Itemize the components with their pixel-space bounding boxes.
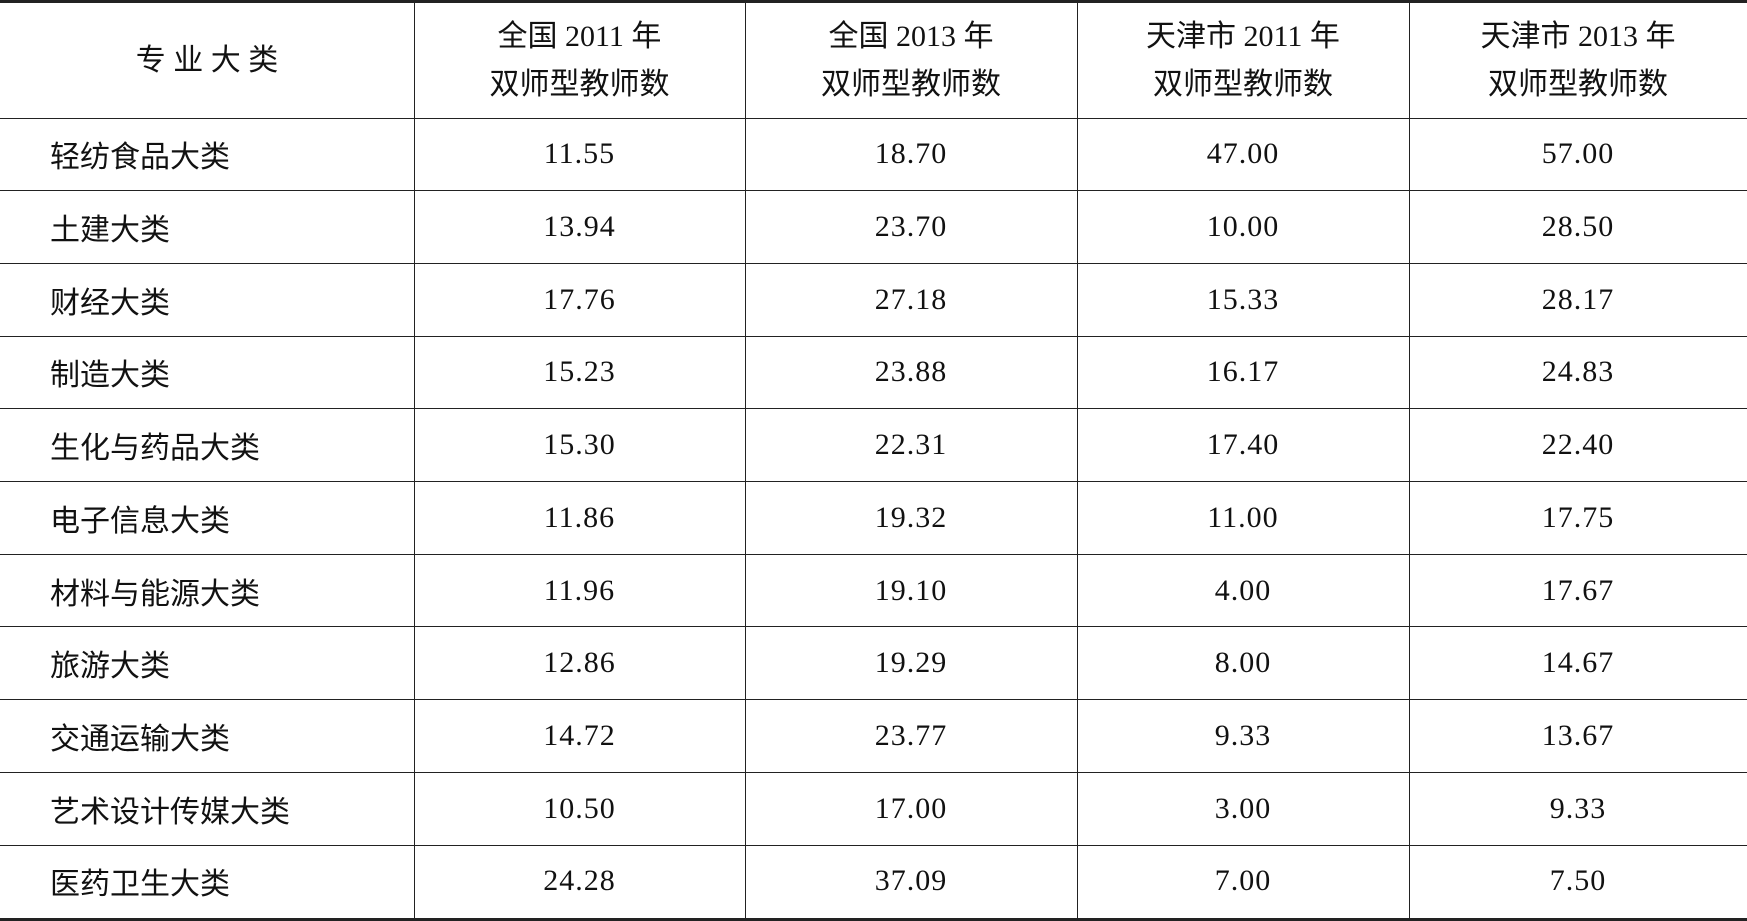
- value-cell: 22.40: [1541, 428, 1615, 462]
- value-cell: 11.86: [543, 500, 616, 534]
- row-rule: [0, 190, 1747, 192]
- row-label: 土建大类: [50, 214, 170, 248]
- value-cell: 9.33: [1214, 718, 1272, 752]
- value-cell: 17.40: [1206, 428, 1280, 462]
- value-cell: 3.00: [1214, 791, 1272, 825]
- value-cell: 17.00: [874, 791, 948, 825]
- row-label: 医药卫生大类: [50, 868, 230, 902]
- value-cell: 14.67: [1541, 646, 1615, 680]
- value-cell: 10.50: [543, 791, 616, 825]
- header-text: 天津市 2013 年: [1480, 19, 1676, 53]
- value-cell: 19.32: [874, 500, 948, 534]
- header-text: 专 业 大 类: [135, 43, 279, 77]
- row-label: 财经大类: [50, 286, 170, 320]
- header-text: 天津市 2011 年: [1146, 19, 1340, 53]
- row-label: 材料与能源大类: [50, 577, 260, 611]
- value-cell: 13.94: [543, 210, 616, 244]
- header-text: 全国 2013 年: [828, 19, 994, 53]
- value-cell: 18.70: [874, 137, 948, 171]
- row-label: 生化与药品大类: [50, 432, 260, 466]
- value-cell: 8.00: [1214, 646, 1272, 680]
- row-rule: [0, 117, 1747, 119]
- row-label: 制造大类: [50, 359, 170, 393]
- header-text: 双师型教师数: [1488, 67, 1668, 101]
- value-cell: 15.33: [1206, 282, 1280, 316]
- value-cell: 57.00: [1541, 137, 1615, 171]
- value-cell: 17.76: [543, 282, 616, 316]
- column-rule: [745, 0, 746, 921]
- header-text: 全国 2011 年: [497, 19, 662, 53]
- value-cell: 17.67: [1541, 573, 1615, 607]
- header-cell: 天津市 2011 年双师型教师数: [1077, 3, 1409, 118]
- header-text: 双师型教师数: [489, 67, 670, 101]
- value-cell: 23.88: [874, 355, 948, 389]
- value-cell: 14.72: [543, 718, 616, 752]
- row-rule: [0, 553, 1747, 555]
- value-cell: 37.09: [874, 864, 948, 898]
- header-text: 双师型教师数: [1153, 67, 1333, 101]
- value-cell: 11.96: [543, 573, 616, 607]
- column-rule: [1409, 0, 1410, 921]
- value-cell: 28.50: [1541, 210, 1615, 244]
- value-cell: 23.77: [874, 718, 948, 752]
- value-cell: 17.75: [1541, 500, 1615, 534]
- header-cell: 全国 2013 年双师型教师数: [745, 3, 1077, 118]
- top-rule: [0, 0, 1747, 3]
- row-label: 电子信息大类: [50, 504, 230, 538]
- header-text: 双师型教师数: [821, 67, 1001, 101]
- value-cell: 24.28: [543, 864, 616, 898]
- header-cell: 天津市 2013 年双师型教师数: [1409, 3, 1747, 118]
- row-rule: [0, 699, 1747, 701]
- value-cell: 19.29: [874, 646, 948, 680]
- value-cell: 10.00: [1206, 210, 1280, 244]
- row-label: 旅游大类: [50, 650, 170, 684]
- value-cell: 47.00: [1206, 137, 1280, 171]
- value-cell: 15.30: [543, 428, 616, 462]
- row-rule: [0, 626, 1747, 628]
- row-label: 交通运输大类: [50, 722, 230, 756]
- value-cell: 28.17: [1541, 282, 1615, 316]
- value-cell: 12.86: [543, 646, 616, 680]
- value-cell: 23.70: [874, 210, 948, 244]
- value-cell: 7.50: [1549, 864, 1607, 898]
- value-cell: 19.10: [874, 573, 948, 607]
- bottom-rule: [0, 917, 1747, 921]
- value-cell: 9.33: [1549, 791, 1607, 825]
- value-cell: 15.23: [543, 355, 616, 389]
- value-cell: 4.00: [1214, 573, 1272, 607]
- row-rule: [0, 844, 1747, 846]
- value-cell: 27.18: [874, 282, 948, 316]
- column-rule: [1077, 0, 1078, 921]
- row-rule: [0, 408, 1747, 410]
- row-label: 轻纺食品大类: [50, 141, 230, 175]
- header-cell: 专 业 大 类: [0, 3, 414, 118]
- header-cell: 全国 2011 年双师型教师数: [414, 3, 745, 118]
- value-cell: 7.00: [1214, 864, 1272, 898]
- value-cell: 24.83: [1541, 355, 1615, 389]
- row-label: 艺术设计传媒大类: [50, 795, 290, 829]
- row-rule: [0, 771, 1747, 773]
- value-cell: 16.17: [1206, 355, 1280, 389]
- row-rule: [0, 335, 1747, 337]
- value-cell: 22.31: [874, 428, 948, 462]
- value-cell: 11.55: [543, 137, 616, 171]
- value-cell: 11.00: [1207, 500, 1279, 534]
- row-rule: [0, 262, 1747, 264]
- column-rule: [414, 0, 415, 921]
- row-rule: [0, 481, 1747, 482]
- value-cell: 13.67: [1541, 718, 1615, 752]
